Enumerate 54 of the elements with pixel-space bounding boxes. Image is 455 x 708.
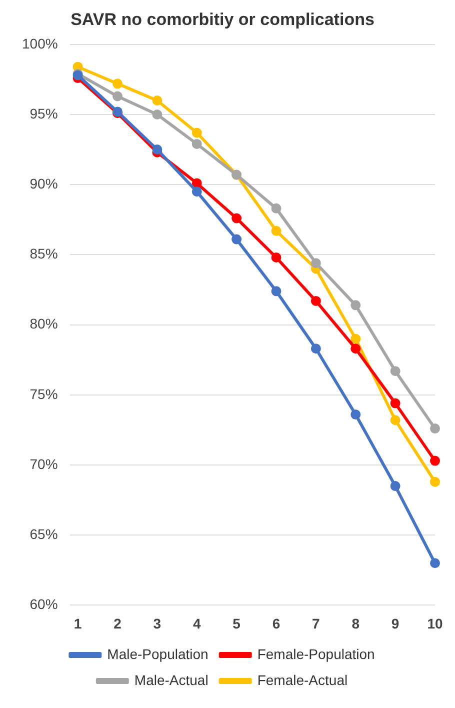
- point: [310, 344, 321, 354]
- legend-label: Male-Actual: [134, 672, 208, 688]
- point: [350, 300, 361, 310]
- y-tick-label: 85%: [30, 246, 58, 262]
- legend-label: Female-Population: [257, 646, 375, 662]
- point: [271, 286, 282, 296]
- point: [152, 110, 162, 120]
- point: [152, 95, 162, 106]
- y-tick-label: 95%: [30, 105, 58, 122]
- legend-label: Male-Population: [107, 646, 208, 662]
- y-tick-label: 60%: [30, 596, 58, 612]
- point: [271, 252, 282, 263]
- x-tick-label: 4: [192, 615, 201, 632]
- point: [350, 334, 361, 344]
- point: [430, 456, 440, 466]
- x-tick-label: 3: [153, 615, 162, 632]
- point: [112, 78, 122, 89]
- point: [350, 410, 361, 420]
- point: [271, 203, 282, 214]
- y-tick-label: 70%: [30, 456, 58, 472]
- point: [271, 226, 282, 236]
- x-tick-label: 7: [312, 615, 320, 632]
- x-tick-label: 9: [391, 615, 400, 632]
- point: [430, 558, 440, 568]
- point: [192, 138, 202, 149]
- point: [192, 178, 202, 188]
- x-tick-label: 8: [352, 615, 360, 632]
- point: [232, 234, 242, 244]
- x-tick-label: 2: [114, 615, 122, 632]
- y-tick-label: 80%: [30, 316, 58, 332]
- point: [390, 366, 400, 376]
- y-tick-label: 90%: [30, 175, 58, 192]
- point: [390, 398, 400, 408]
- point: [232, 213, 242, 224]
- point: [310, 296, 321, 306]
- point: [390, 415, 400, 426]
- x-tick-label: 6: [272, 615, 280, 632]
- point: [152, 144, 162, 155]
- x-tick-label: 5: [232, 615, 241, 632]
- point: [112, 91, 122, 102]
- y-tick-label: 65%: [30, 526, 58, 542]
- point: [390, 481, 400, 492]
- y-tick-label: 75%: [30, 386, 58, 402]
- y-tick-label: 100%: [22, 35, 58, 52]
- x-tick-label: 1: [74, 615, 82, 632]
- point: [192, 128, 202, 138]
- legend-label: Female-Actual: [257, 672, 348, 688]
- chart-title: SAVR no comorbitiy or complications: [70, 10, 374, 29]
- point: [310, 258, 321, 268]
- point: [192, 186, 202, 197]
- point: [430, 476, 440, 487]
- point: [350, 344, 361, 354]
- point: [430, 424, 440, 434]
- x-tick-label: 10: [427, 615, 443, 632]
